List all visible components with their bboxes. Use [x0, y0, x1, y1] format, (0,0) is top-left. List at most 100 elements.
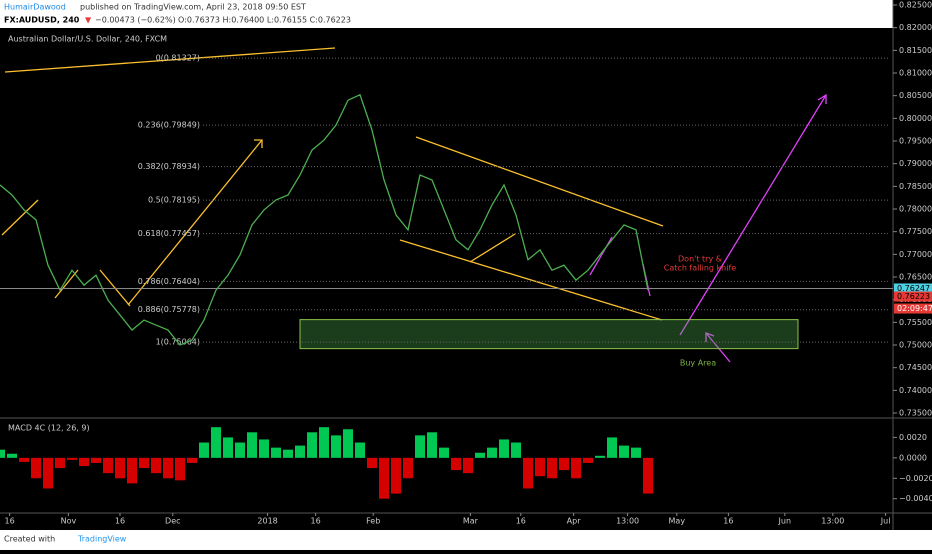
ohlc: O:0.76373 H:0.76400 L:0.76155 C:0.76223 — [178, 16, 351, 25]
fib-label: 0(0.81327) — [156, 54, 200, 63]
x-tick-label: Dec — [165, 517, 180, 526]
macd-bar — [271, 447, 281, 458]
chart-title: Australian Dollar/U.S. Dollar, 240, FXCM — [8, 35, 167, 44]
macd-bar — [127, 457, 137, 484]
macd-bar — [91, 457, 101, 463]
macd-bar — [523, 457, 533, 489]
drawings — [1, 47, 664, 321]
y-tick-label: 0.75000 — [899, 341, 932, 350]
macd-bar — [559, 457, 569, 471]
macd-bar — [55, 457, 65, 469]
footer-text: Created with — [4, 535, 55, 544]
buy-zone — [299, 319, 799, 350]
fib-label: 0.618(0.77457) — [138, 229, 200, 238]
y-tick-label: 0.80000 — [899, 114, 932, 123]
macd-bar — [115, 457, 125, 479]
macd-bar — [199, 442, 209, 458]
macd-bar — [427, 432, 437, 458]
macd-bar — [547, 457, 557, 479]
macd-bar — [67, 457, 77, 460]
x-tick-label: Apr — [567, 517, 582, 526]
annotation: Catch falling knife — [664, 264, 736, 273]
price-tag-label: 0.76247 — [897, 284, 930, 293]
x-tick-label: Mar — [463, 517, 479, 526]
macd-bar — [247, 432, 257, 458]
x-tick-label: Jun — [778, 517, 792, 526]
arrows — [589, 93, 827, 363]
macd-bar — [355, 442, 365, 458]
published: published on TradingView.com, April 23, … — [80, 3, 306, 12]
macd-bar — [151, 457, 161, 474]
macd-bar — [331, 435, 341, 458]
x-tick-label: Nov — [61, 517, 77, 526]
y-tick-label: 0.80500 — [899, 91, 932, 100]
y-tick-label: 0.77500 — [899, 227, 932, 236]
y-tick-label: 0.78000 — [899, 205, 932, 214]
price-tag-label: 0.76223 — [897, 292, 930, 301]
macd-bar — [439, 447, 449, 458]
macd-bar — [571, 457, 581, 479]
macd-bar — [319, 427, 329, 458]
y-tick-label: 0.81000 — [899, 68, 932, 77]
macd-bar — [475, 452, 485, 458]
author[interactable]: HumairDawood — [4, 3, 66, 12]
fib-label: 0.5(0.78195) — [148, 196, 200, 205]
fib-label: 0.886(0.75778) — [138, 305, 200, 314]
symbol: FX:AUDUSD, 240 — [4, 16, 80, 25]
macd-bar — [283, 449, 293, 458]
macd-title: MACD 4C (12, 26, 9) — [8, 424, 90, 433]
footer-brand[interactable]: TradingView — [77, 535, 127, 544]
macd-bar — [511, 442, 521, 458]
price-tag — [894, 283, 932, 294]
macd-bar — [43, 457, 53, 489]
macd-bar — [139, 457, 149, 469]
y-tick-label: 0.74000 — [899, 386, 932, 395]
countdown: 02:09:47 — [897, 304, 932, 313]
macd-bar — [175, 457, 185, 481]
x-tick-label: 13:00 — [821, 517, 844, 526]
macd-bar — [223, 437, 233, 458]
price-line — [0, 93, 649, 346]
macd-bar — [235, 442, 245, 458]
macd-bar — [19, 457, 29, 462]
macd-bar — [7, 453, 17, 458]
y-tick-label: 0.82500 — [899, 0, 932, 9]
x-tick-label: 16 — [5, 517, 15, 526]
y-tick-label: 0.76500 — [899, 273, 932, 282]
y-tick-label: 0.73500 — [899, 409, 932, 418]
y-tick-label: 0.82000 — [899, 23, 932, 32]
macd-bar — [595, 455, 605, 458]
x-tick-label: 2018 — [257, 517, 277, 526]
macd-bar — [415, 435, 425, 458]
y-tick-label: 0.74500 — [899, 363, 932, 372]
macd-tick-label: 0.0000 — [899, 453, 927, 462]
macd-bar — [607, 437, 617, 458]
x-tick-label: Jul — [880, 517, 891, 526]
macd-bar — [307, 432, 317, 458]
countdown-bg — [894, 303, 932, 314]
macd-bar — [367, 457, 377, 469]
macd-bar — [619, 445, 629, 458]
macd-bar — [391, 457, 401, 494]
annotation: Don't try & — [678, 255, 722, 264]
fib-label: 0.236(0.79849) — [138, 121, 200, 130]
change: −0.00473 (−0.62%) — [95, 16, 176, 25]
macd-bar — [31, 457, 41, 479]
y-tick-label: 0.75500 — [899, 318, 932, 327]
y-tick-label: 0.79500 — [899, 136, 932, 145]
macd-bar — [79, 457, 89, 467]
x-tick-label: 13:00 — [616, 517, 639, 526]
macd-bar — [403, 457, 413, 479]
macd-bar — [451, 457, 461, 471]
x-tick-label: 16 — [723, 517, 733, 526]
macd-bar — [211, 427, 221, 458]
macd-bar — [463, 457, 473, 474]
macd-bar — [487, 447, 497, 458]
zone-label: Buy Area — [680, 359, 716, 368]
macd-tick-label: −0.0040 — [899, 494, 932, 503]
macd-bar — [259, 439, 269, 458]
macd-bar — [0, 449, 5, 458]
macd-bar — [499, 439, 509, 458]
